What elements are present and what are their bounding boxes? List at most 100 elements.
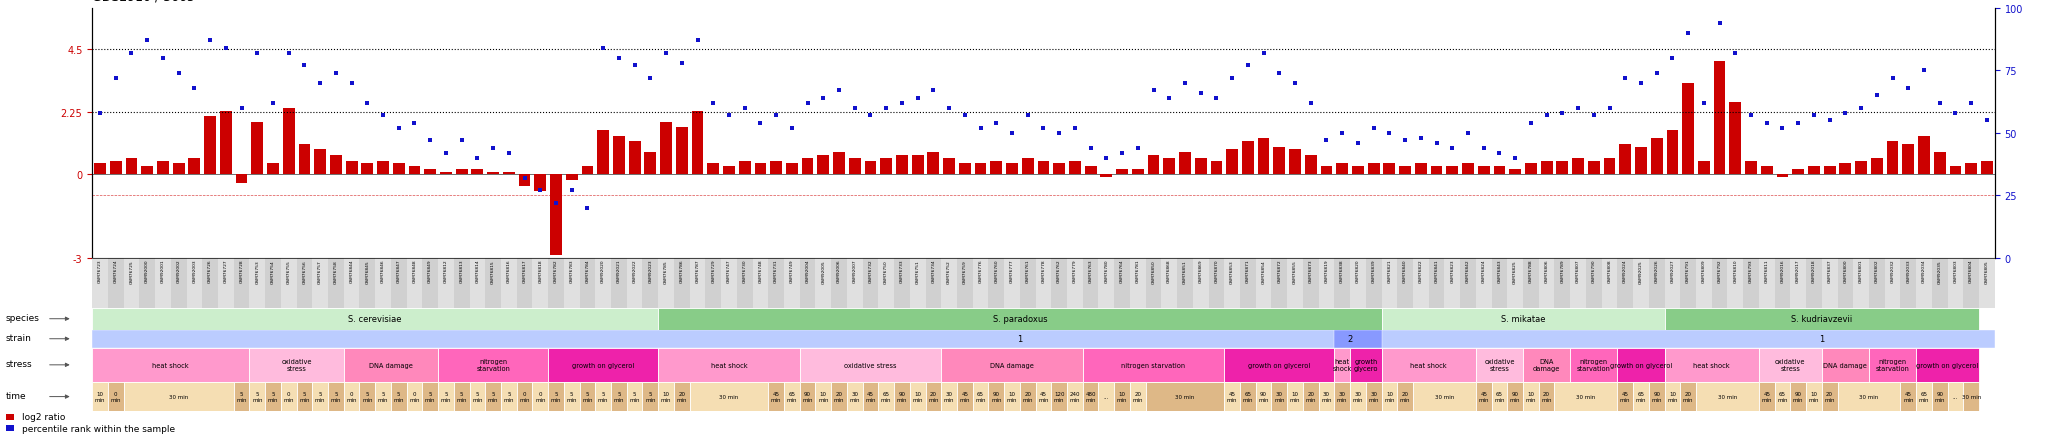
Bar [754, 164, 766, 175]
Bar [707, 164, 719, 175]
Text: 10
min: 10 min [1808, 391, 1819, 402]
Text: GSM76841: GSM76841 [1434, 259, 1438, 283]
Bar [1368, 164, 1380, 175]
Text: 90
min: 90 min [991, 391, 1001, 402]
Bar [94, 164, 106, 175]
Text: oxidative
stress: oxidative stress [1485, 358, 1516, 372]
Text: GSM76819: GSM76819 [1325, 259, 1329, 283]
Bar [831, 382, 848, 411]
Point [539, 200, 571, 207]
Bar [1554, 382, 1618, 411]
Bar [532, 382, 549, 411]
Point [1419, 140, 1452, 147]
Text: log2 ratio: log2 ratio [23, 412, 66, 421]
Bar [1098, 258, 1114, 308]
Point [649, 50, 682, 57]
Point [618, 62, 651, 69]
Text: GSM76756: GSM76756 [303, 259, 307, 283]
Bar [1305, 156, 1317, 175]
Bar [424, 170, 436, 175]
Point [1812, 118, 1845, 125]
Text: GSM76808: GSM76808 [1608, 259, 1612, 283]
Text: 10
min: 10 min [94, 391, 104, 402]
Point [1389, 138, 1421, 145]
Bar [815, 382, 831, 411]
Bar [1085, 167, 1096, 175]
Text: GSM76850: GSM76850 [1151, 259, 1155, 283]
Text: 90
min: 90 min [1935, 391, 1946, 402]
Text: GSM76763: GSM76763 [1090, 259, 1094, 283]
Text: 20
min: 20 min [1022, 391, 1032, 402]
Bar [391, 382, 408, 411]
Text: GSM76787: GSM76787 [696, 259, 700, 283]
Bar [440, 172, 453, 175]
Bar [1792, 170, 1804, 175]
Text: GSM76855: GSM76855 [1292, 259, 1296, 283]
Point [1640, 70, 1673, 77]
Point [1026, 125, 1061, 132]
Text: GSM76821: GSM76821 [1386, 259, 1391, 283]
Text: GSM76814: GSM76814 [475, 259, 479, 283]
Text: growth on glycerol: growth on glycerol [1917, 362, 1978, 368]
Point [743, 120, 776, 127]
Bar [1759, 258, 1776, 308]
Bar [768, 258, 784, 308]
Bar [1130, 258, 1145, 308]
Bar [1350, 382, 1366, 411]
Text: GSM76806: GSM76806 [1544, 259, 1548, 283]
Point [1845, 105, 1878, 112]
Point [1765, 125, 1798, 132]
Text: species: species [6, 313, 39, 322]
Text: GSM76733: GSM76733 [899, 259, 903, 283]
Text: GSM76791: GSM76791 [1686, 259, 1690, 283]
Bar [1745, 161, 1757, 175]
Bar [502, 382, 516, 411]
Bar [1036, 382, 1051, 411]
Bar [1698, 161, 1710, 175]
Text: 10
min: 10 min [1116, 391, 1126, 402]
Text: GSM76847: GSM76847 [397, 259, 401, 283]
Bar [393, 164, 406, 175]
Bar [1413, 382, 1477, 411]
Text: GSM76750: GSM76750 [885, 259, 889, 283]
Point [1012, 112, 1044, 119]
Text: 20
min: 20 min [834, 391, 844, 402]
Bar [612, 136, 625, 175]
Bar [1006, 164, 1018, 175]
Text: GSM76732: GSM76732 [868, 259, 872, 283]
Text: GSM92018: GSM92018 [1812, 259, 1817, 283]
Point [414, 138, 446, 145]
Bar [236, 175, 248, 183]
Point [1782, 120, 1815, 127]
Text: heat shock: heat shock [711, 362, 748, 368]
Point [1137, 88, 1169, 95]
Bar [1335, 382, 1350, 411]
Bar [6, 425, 14, 431]
Bar [1444, 258, 1460, 308]
Bar [233, 382, 250, 411]
Bar [123, 258, 139, 308]
Text: GSM92004: GSM92004 [805, 259, 809, 283]
Point [1704, 20, 1737, 27]
Bar [848, 258, 862, 308]
Text: 5
min: 5 min [377, 391, 389, 402]
Bar [610, 258, 627, 308]
Text: GSM76781: GSM76781 [1137, 259, 1141, 283]
Bar [895, 258, 909, 308]
Bar [1303, 382, 1319, 411]
Bar [1761, 167, 1774, 175]
Bar [360, 382, 375, 411]
Bar [1319, 258, 1335, 308]
Text: 90
min: 90 min [1792, 391, 1804, 402]
Point [696, 100, 729, 107]
Text: 10
min: 10 min [1290, 391, 1300, 402]
Bar [1870, 348, 1917, 382]
Text: 5
min: 5 min [440, 391, 451, 402]
Bar [1554, 258, 1571, 308]
Text: GSM76723: GSM76723 [98, 259, 102, 283]
Bar [1825, 167, 1835, 175]
Point [524, 187, 557, 194]
Point [1798, 112, 1831, 119]
Bar [1901, 258, 1917, 308]
Bar [1573, 158, 1583, 175]
